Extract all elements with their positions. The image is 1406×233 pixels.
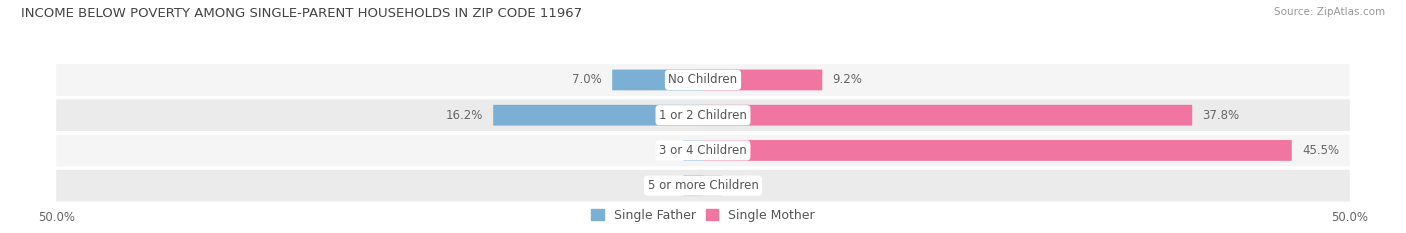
Text: 1 or 2 Children: 1 or 2 Children — [659, 109, 747, 122]
Text: 5 or more Children: 5 or more Children — [648, 179, 758, 192]
Text: INCOME BELOW POVERTY AMONG SINGLE-PARENT HOUSEHOLDS IN ZIP CODE 11967: INCOME BELOW POVERTY AMONG SINGLE-PARENT… — [21, 7, 582, 20]
FancyBboxPatch shape — [703, 105, 1192, 126]
FancyBboxPatch shape — [56, 135, 1350, 166]
FancyBboxPatch shape — [703, 140, 1292, 161]
FancyBboxPatch shape — [683, 175, 703, 196]
Text: 3 or 4 Children: 3 or 4 Children — [659, 144, 747, 157]
FancyBboxPatch shape — [703, 70, 823, 90]
Text: 37.8%: 37.8% — [1202, 109, 1240, 122]
Text: No Children: No Children — [668, 73, 738, 86]
Text: 0.0%: 0.0% — [664, 144, 693, 157]
FancyBboxPatch shape — [56, 99, 1350, 131]
Text: 45.5%: 45.5% — [1302, 144, 1339, 157]
FancyBboxPatch shape — [683, 140, 703, 161]
FancyBboxPatch shape — [56, 64, 1350, 96]
FancyBboxPatch shape — [56, 170, 1350, 202]
FancyBboxPatch shape — [494, 105, 703, 126]
Text: 7.0%: 7.0% — [572, 73, 602, 86]
Text: 16.2%: 16.2% — [446, 109, 484, 122]
FancyBboxPatch shape — [703, 175, 723, 196]
Text: 0.0%: 0.0% — [713, 179, 742, 192]
FancyBboxPatch shape — [612, 70, 703, 90]
Text: 0.0%: 0.0% — [664, 179, 693, 192]
Text: 9.2%: 9.2% — [832, 73, 862, 86]
Legend: Single Father, Single Mother: Single Father, Single Mother — [586, 204, 820, 227]
Text: Source: ZipAtlas.com: Source: ZipAtlas.com — [1274, 7, 1385, 17]
